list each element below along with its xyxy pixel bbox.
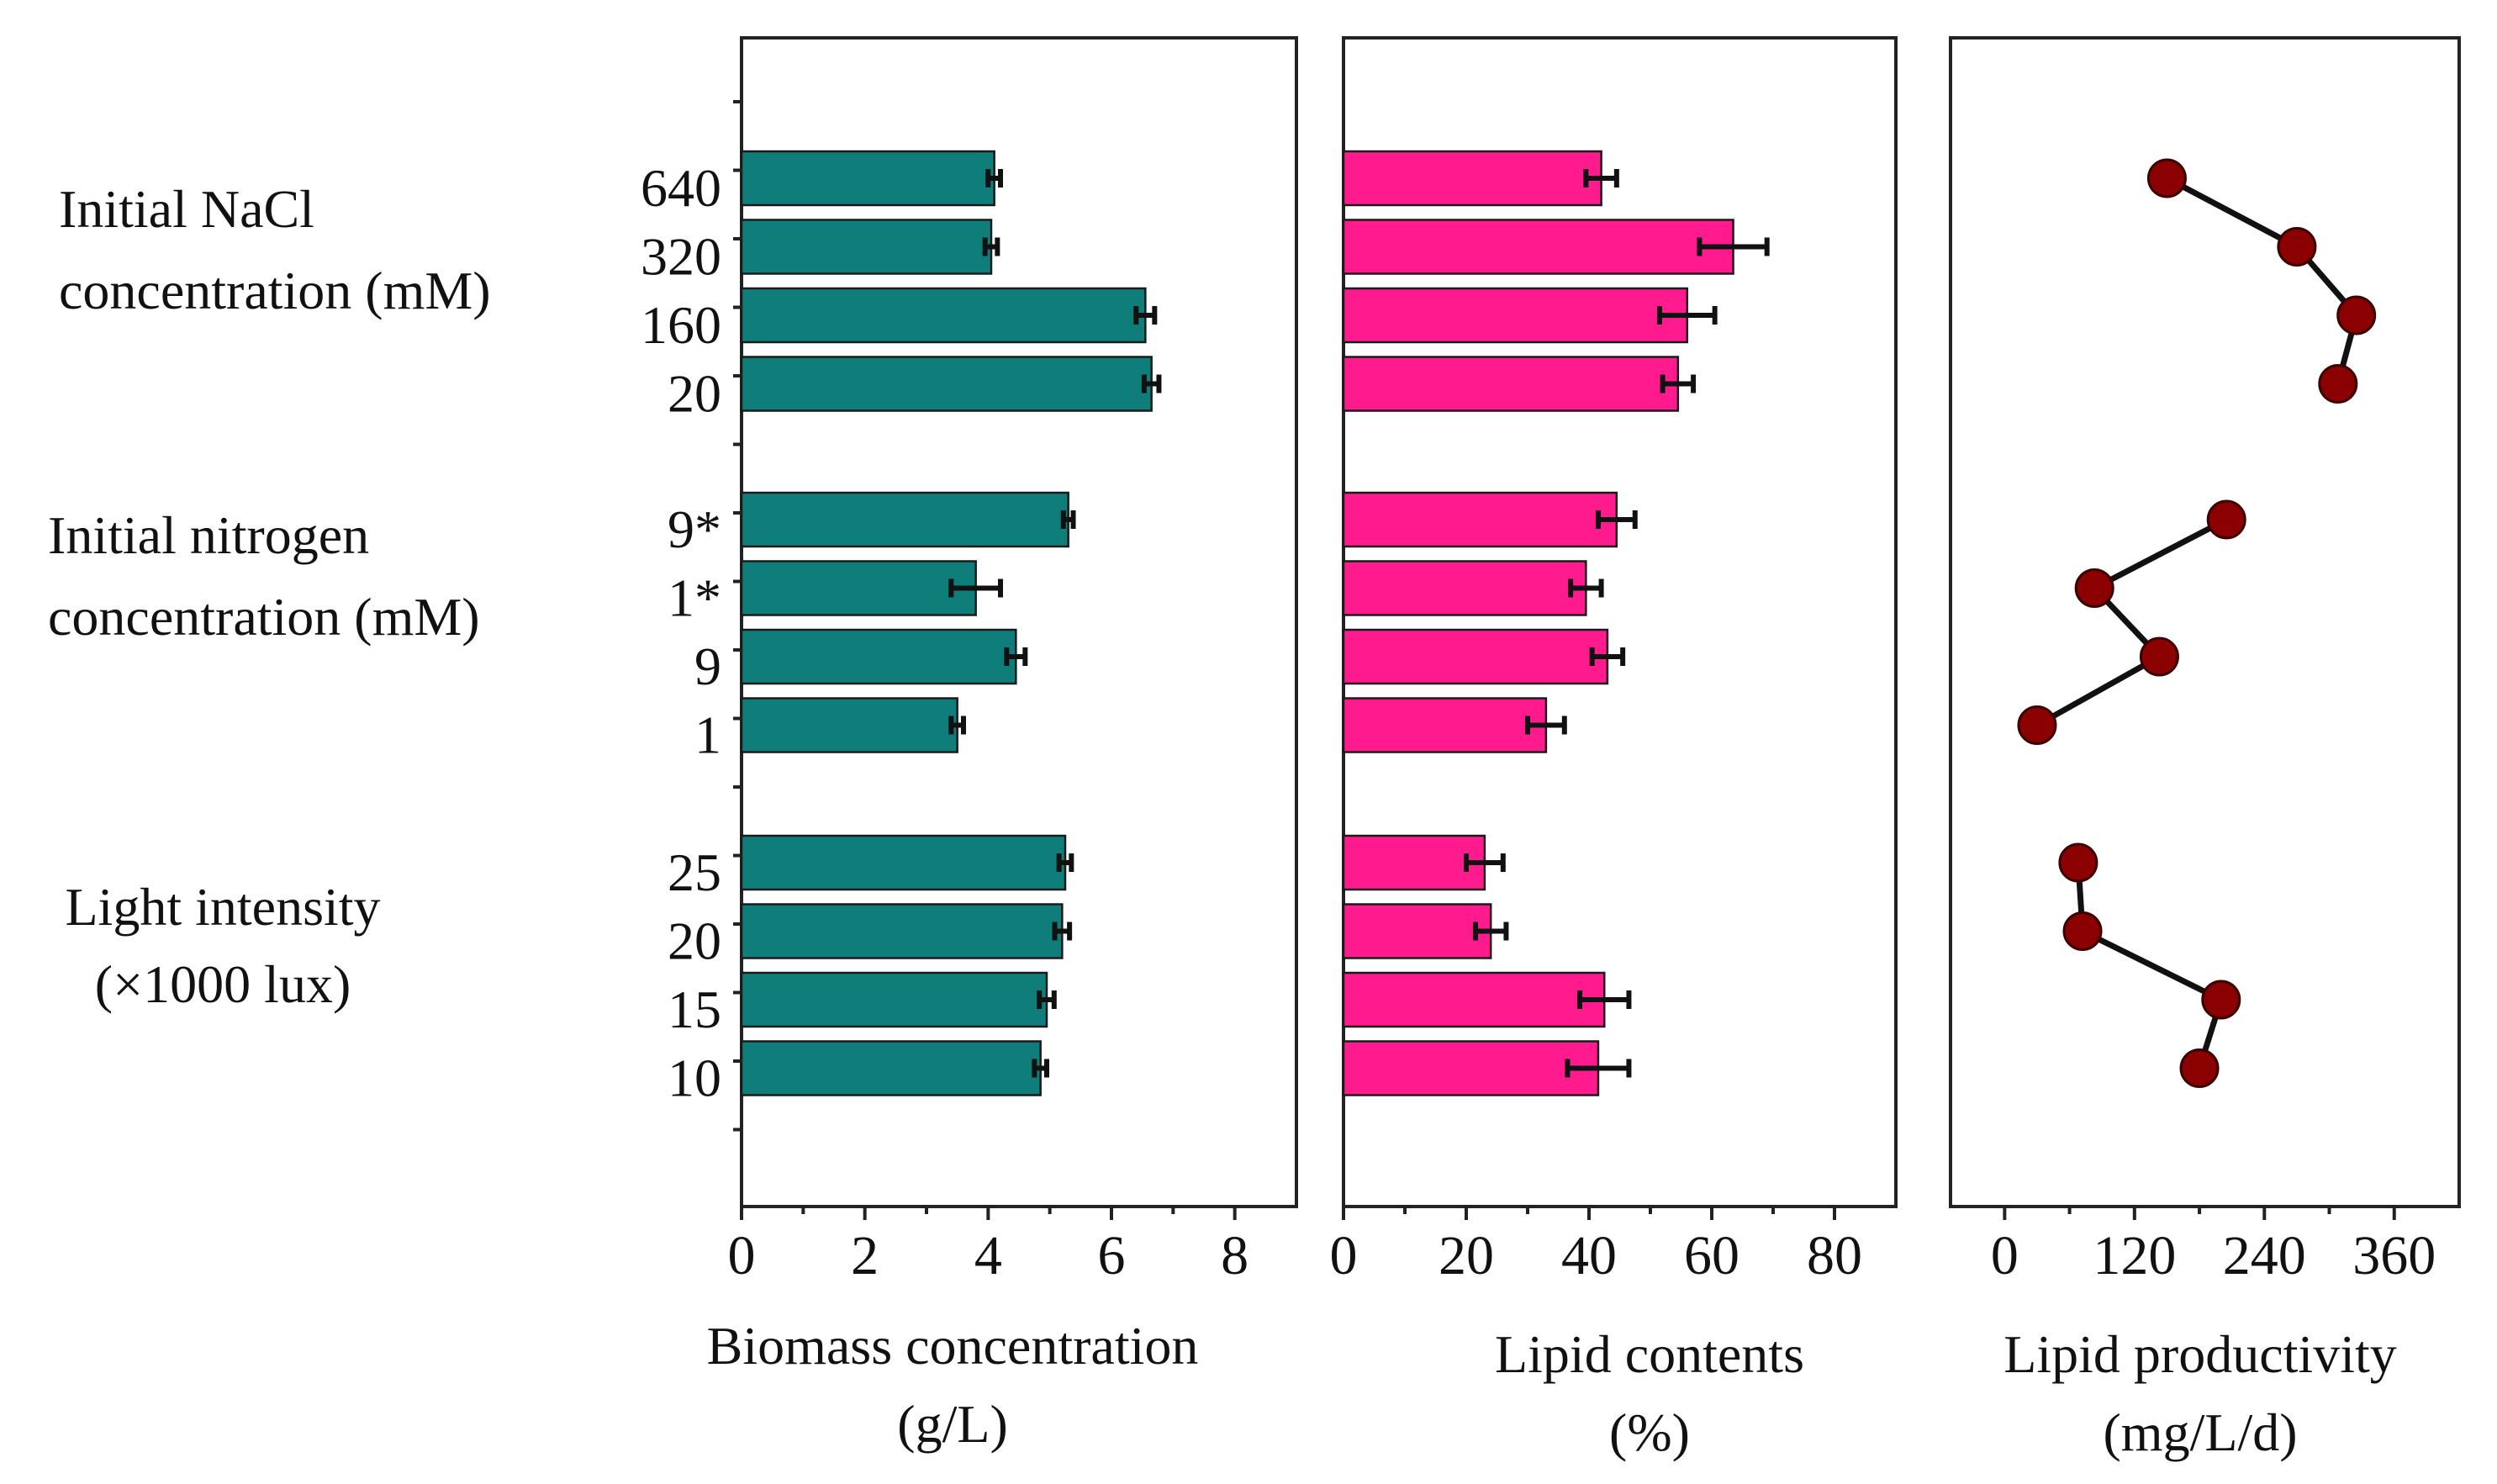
x-tick-label: 40 (1561, 1225, 1617, 1286)
panel-biomass-x-ticks: 0 2 4 6 8 (728, 1207, 1248, 1286)
panel-lipid-productivity-frame (1949, 36, 2461, 1208)
biomass-bar (740, 697, 958, 753)
lipid-contents-bar (1342, 356, 1680, 412)
x-tick-label: 80 (1807, 1225, 1862, 1286)
productivity-line (2035, 516, 2228, 728)
x-tick-label: 2 (851, 1225, 879, 1286)
category-label: 640 (641, 158, 721, 218)
x-tick-label: 0 (1330, 1225, 1358, 1286)
category-label: 10 (668, 1048, 721, 1108)
biomass-bar (740, 560, 977, 616)
panel-biomass-bars (740, 150, 1162, 1096)
panel-biomass-xlabel-line1: Biomass concentration (707, 1316, 1199, 1376)
category-label: 320 (641, 227, 721, 287)
productivity-point (2277, 227, 2317, 267)
panel-lipid-contents-frame (1342, 36, 1898, 1208)
panel-lipid-contents-x-ticks: 0 20 40 60 80 (1330, 1207, 1862, 1286)
x-tick-label: 0 (728, 1225, 756, 1286)
category-labels: 640 320 160 20 9* 1* 9 1 25 20 15 10 (641, 158, 721, 1108)
category-label: 9 (694, 636, 721, 696)
biomass-bar (740, 356, 1153, 412)
group-labels: Initial NaCl concentration (mM) Initial … (48, 179, 491, 1014)
biomass-bar (740, 491, 1069, 548)
biomass-bar (740, 903, 1064, 959)
x-tick-label: 240 (2223, 1225, 2306, 1286)
category-label: 1 (694, 705, 721, 765)
lipid-contents-bar (1342, 219, 1734, 275)
panel-biomass: 0 2 4 6 8 Biomass concentration (g/L) (707, 36, 1298, 1454)
lipid-contents-bar (1342, 287, 1689, 344)
lipid-contents-bar (1342, 491, 1618, 548)
biomass-bar (740, 150, 995, 207)
panel-lipid-contents: 0 20 40 60 80 Lipid contents (%) (1330, 36, 1898, 1462)
productivity-point (2146, 158, 2187, 198)
productivity-point (2074, 568, 2114, 608)
x-tick-label: 8 (1221, 1225, 1248, 1286)
lipid-contents-bar (1342, 834, 1486, 891)
category-label: 20 (668, 364, 721, 424)
biomass-bar (740, 971, 1048, 1028)
biomass-bar (740, 834, 1067, 891)
productivity-point (2139, 636, 2179, 677)
productivity-point (2206, 499, 2246, 540)
panel-lipid-productivity-xlabel-line1: Lipid productivity (2003, 1324, 2397, 1384)
productivity-point (2201, 980, 2241, 1020)
productivity-point (2058, 842, 2098, 883)
group-label-light-line1: Light intensity (65, 877, 380, 937)
panel-lipid-productivity-series (2017, 158, 2377, 1088)
productivity-point (2179, 1048, 2220, 1088)
x-tick-label: 20 (1439, 1225, 1494, 1286)
category-label: 15 (668, 980, 721, 1039)
panel-lipid-productivity: 0 120 240 360 Lipid productivity (mg/L/d) (1949, 36, 2461, 1462)
productivity-point (2336, 295, 2377, 335)
lipid-contents-bar (1342, 560, 1587, 616)
panel-biomass-xlabel-line2: (g/L) (897, 1394, 1008, 1454)
lipid-contents-bar (1342, 903, 1492, 959)
panel-lipid-contents-xlabel-line2: (%) (1609, 1402, 1690, 1462)
panel-lipid-contents-xlabel-line1: Lipid contents (1495, 1324, 1804, 1384)
panel-lipid-productivity-xlabel-line2: (mg/L/d) (2103, 1402, 2297, 1462)
category-label: 1* (668, 568, 721, 628)
biomass-bar (740, 628, 1017, 685)
group-label-nacl-line2: concentration (mM) (59, 261, 491, 320)
panel-lipid-productivity-x-ticks: 0 120 240 360 (1991, 1207, 2436, 1286)
productivity-point (2318, 364, 2358, 404)
group-label-nitrogen-line2: concentration (mM) (48, 587, 480, 647)
panel-biomass-frame (740, 36, 1298, 1208)
group-label-nitrogen-line1: Initial nitrogen (48, 505, 369, 565)
lipid-contents-bar (1342, 628, 1609, 685)
x-tick-label: 360 (2352, 1225, 2436, 1286)
biomass-bar (740, 219, 993, 275)
x-tick-label: 120 (2093, 1225, 2176, 1286)
x-tick-label: 60 (1684, 1225, 1739, 1286)
productivity-line (2165, 175, 2360, 385)
lipid-contents-bar (1342, 971, 1606, 1028)
lipid-contents-bar (1342, 150, 1602, 207)
lipid-contents-bar (1342, 1040, 1600, 1096)
category-label: 160 (641, 295, 721, 355)
x-tick-label: 4 (974, 1225, 1002, 1286)
x-tick-label: 6 (1098, 1225, 1126, 1286)
panel-biomass-y-ticks (733, 100, 742, 1132)
x-tick-label: 0 (1991, 1225, 2019, 1286)
biomass-bar (740, 287, 1147, 344)
category-label: 25 (668, 842, 721, 902)
category-label: 20 (668, 911, 721, 971)
category-label: 9* (668, 499, 721, 559)
productivity-line (2075, 862, 2225, 1069)
productivity-point (2062, 911, 2103, 951)
biomass-bar (740, 1040, 1042, 1096)
panel-lipid-contents-bars (1342, 150, 1770, 1096)
group-label-light-line2: (×1000 lux) (95, 954, 351, 1014)
group-label-nacl-line1: Initial NaCl (59, 179, 314, 239)
lipid-contents-bar (1342, 697, 1548, 753)
productivity-point (2017, 705, 2057, 745)
